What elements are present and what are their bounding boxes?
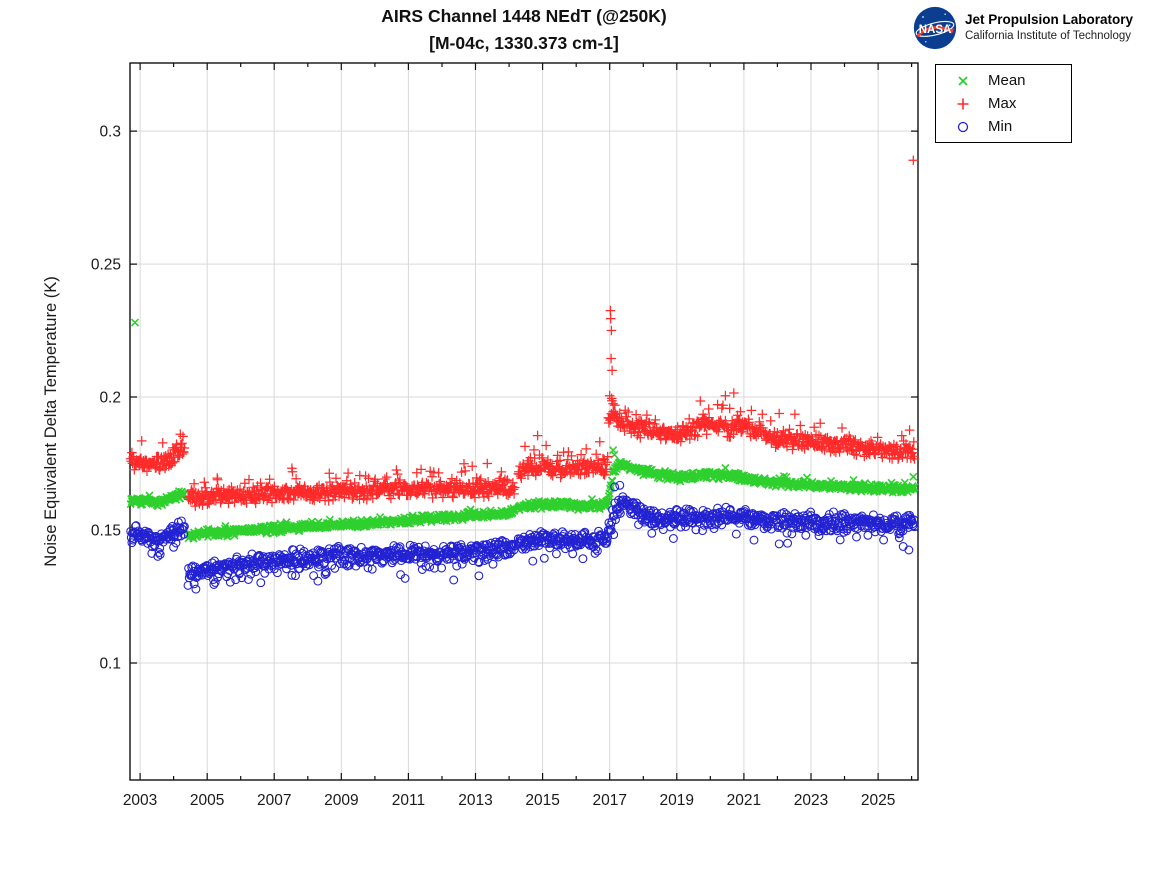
- svg-text:Noise Equivalent Delta Tempera: Noise Equivalent Delta Temperature (K): [42, 276, 60, 566]
- caltech-name: California Institute of Technology: [965, 30, 1131, 43]
- chart-subtitle: [M-04c, 1330.373 cm-1]: [429, 33, 619, 54]
- jpl-name: Jet Propulsion Laboratory: [965, 12, 1134, 28]
- svg-text:2005: 2005: [190, 792, 224, 809]
- chart-legend: Mean Max Min: [935, 64, 1072, 143]
- svg-text:2019: 2019: [660, 792, 694, 809]
- series-min: [126, 480, 919, 594]
- svg-text:2007: 2007: [257, 792, 291, 809]
- svg-text:2011: 2011: [392, 792, 425, 809]
- svg-text:2017: 2017: [592, 792, 626, 809]
- chart-title-block: AIRS Channel 1448 NEdT (@250K) [M-04c, 1…: [130, 3, 918, 57]
- min-circle-marker-icon: [957, 121, 969, 132]
- legend-item-max: Max: [936, 92, 1071, 115]
- legend-label-min: Min: [988, 118, 1013, 135]
- svg-text:2023: 2023: [794, 792, 828, 809]
- max-plus-marker-icon: [957, 98, 969, 109]
- series-max: [125, 155, 920, 511]
- svg-text:0.3: 0.3: [99, 124, 121, 141]
- svg-text:0.25: 0.25: [91, 257, 121, 274]
- svg-text:2015: 2015: [525, 792, 559, 809]
- jpl-logo: NASA Jet Propulsion Laboratory Californi…: [912, 5, 1133, 51]
- svg-text:2013: 2013: [458, 792, 492, 809]
- svg-text:0.2: 0.2: [99, 390, 121, 407]
- series-mean: [126, 318, 919, 543]
- svg-text:0.1: 0.1: [99, 655, 121, 672]
- legend-item-mean: Mean: [936, 69, 1071, 92]
- nasa-meatball-icon: NASA: [913, 6, 957, 50]
- svg-text:2025: 2025: [861, 792, 895, 809]
- chart-title: AIRS Channel 1448 NEdT (@250K): [381, 6, 667, 26]
- svg-text:0.15: 0.15: [91, 523, 121, 540]
- mean-x-marker-icon: [958, 75, 968, 86]
- svg-text:2009: 2009: [324, 792, 358, 809]
- svg-text:2021: 2021: [727, 792, 761, 809]
- legend-item-min: Min: [936, 115, 1071, 138]
- nasa-wordmark: NASA: [919, 24, 952, 36]
- svg-text:2003: 2003: [123, 792, 157, 809]
- legend-label-mean: Mean: [988, 72, 1026, 89]
- legend-label-max: Max: [988, 95, 1017, 112]
